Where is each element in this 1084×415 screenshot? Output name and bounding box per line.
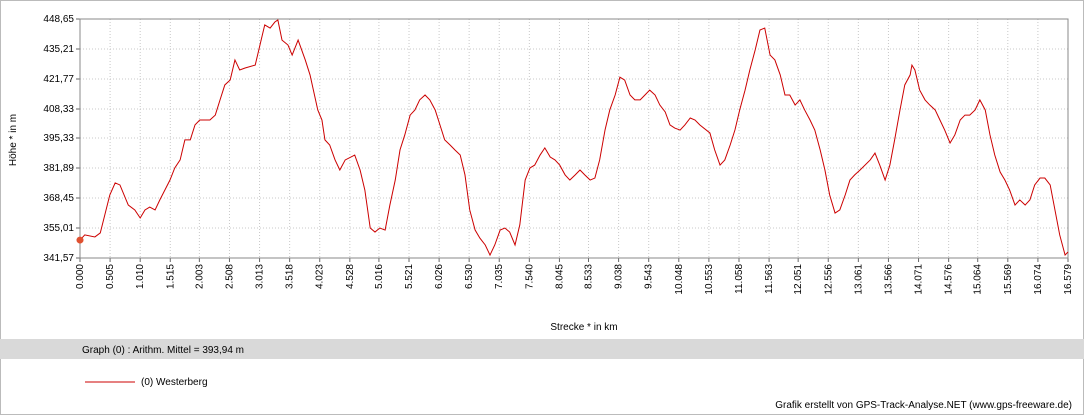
- x-tick-label: 15.569: [1003, 264, 1014, 295]
- x-tick-label: 11.563: [764, 264, 775, 294]
- x-tick-label: 13.061: [853, 264, 864, 295]
- y-tick-label: 381,89: [43, 163, 74, 174]
- x-tick-label: 4.528: [345, 264, 356, 289]
- x-axis-label: Strecke * in km: [550, 322, 617, 333]
- y-tick-label: 435,21: [43, 44, 74, 55]
- credit: Grafik erstellt von GPS-Track-Analyse.NE…: [775, 400, 1072, 411]
- x-tick-label: 0.505: [105, 264, 116, 289]
- x-tick-label: 5.521: [404, 264, 415, 289]
- y-tick-label: 341,57: [43, 253, 74, 264]
- x-tick-label: 13.566: [883, 264, 894, 295]
- y-tick-label: 368,45: [43, 193, 74, 204]
- y-axis-label: Höhe * in m: [8, 114, 19, 166]
- x-tick-label: 9.543: [644, 264, 655, 289]
- y-tick-label: 355,01: [43, 223, 74, 234]
- x-tick-label: 7.035: [494, 264, 505, 289]
- x-tick-label: 11.058: [734, 264, 745, 294]
- x-tick-label: 10.553: [704, 264, 715, 295]
- x-tick-label: 10.048: [674, 264, 685, 295]
- x-tick-label: 8.045: [554, 264, 565, 289]
- y-tick-label: 448,65: [43, 14, 74, 25]
- x-tick-label: 16.074: [1033, 264, 1044, 295]
- x-tick-label: 9.038: [614, 264, 625, 289]
- x-tick-label: 12.556: [823, 264, 834, 295]
- x-tick-label: 6.026: [434, 264, 445, 289]
- x-tick-label: 1.010: [135, 264, 146, 289]
- summary-band: [0, 339, 1084, 359]
- x-tick-label: 1.515: [165, 264, 176, 289]
- x-tick-label: 3.013: [255, 264, 266, 289]
- x-tick-label: 3.518: [285, 264, 296, 289]
- x-tick-label: 4.023: [315, 264, 326, 289]
- plot-border: [79, 18, 1069, 259]
- x-tick-label: 14.576: [944, 264, 955, 295]
- summary: Graph (0) : Arithm. Mittel = 393,94 m: [82, 345, 244, 356]
- x-tick-label: 2.003: [194, 264, 205, 289]
- y-tick-label: 421,77: [43, 74, 74, 85]
- y-tick-label: 408,33: [43, 104, 74, 115]
- x-tick-label: 6.530: [464, 264, 475, 289]
- legend-label: (0) Westerberg: [141, 377, 208, 388]
- x-tick-label: 7.540: [524, 264, 535, 289]
- x-tick-label: 14.071: [914, 264, 925, 295]
- x-tick-label: 0.000: [75, 264, 86, 289]
- x-tick-label: 16.579: [1063, 264, 1074, 295]
- y-tick-label: 395,33: [43, 133, 74, 144]
- x-tick-label: 15.064: [973, 264, 984, 295]
- elevation-line: [79, 19, 1069, 257]
- x-tick-label: 5.016: [374, 264, 385, 289]
- x-tick-label: 8.533: [584, 264, 595, 289]
- x-tick-label: 2.508: [224, 264, 235, 289]
- start-marker: [76, 236, 84, 244]
- x-tick-label: 12.051: [793, 264, 804, 295]
